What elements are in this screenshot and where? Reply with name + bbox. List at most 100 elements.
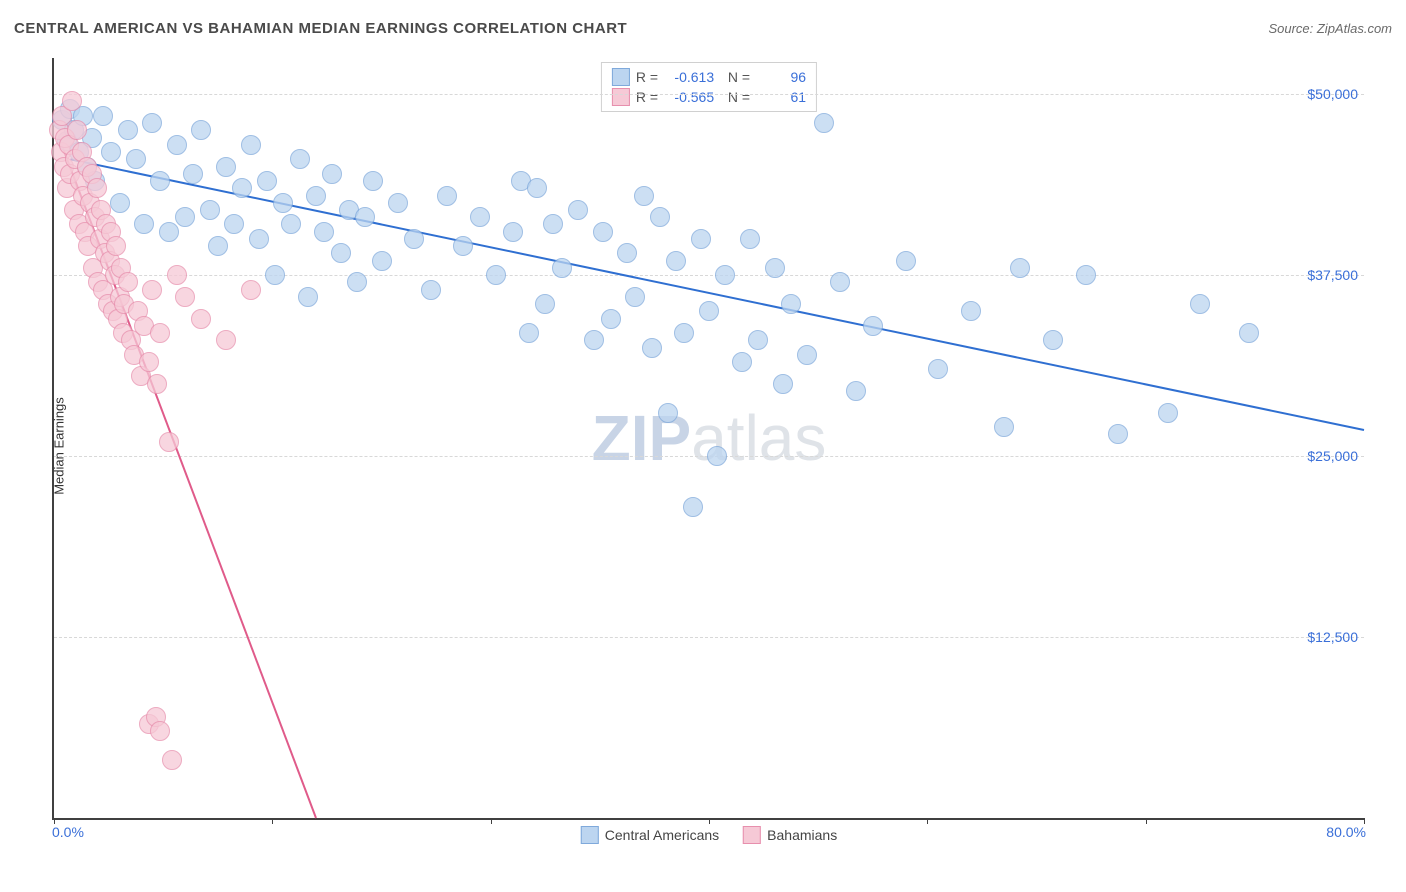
data-point — [535, 294, 555, 314]
data-point — [322, 164, 342, 184]
x-tick — [54, 818, 55, 824]
data-point — [139, 352, 159, 372]
data-point — [846, 381, 866, 401]
data-point — [715, 265, 735, 285]
x-tick — [491, 818, 492, 824]
data-point — [306, 186, 326, 206]
data-point — [224, 214, 244, 234]
data-point — [765, 258, 785, 278]
data-point — [617, 243, 637, 263]
data-point — [1239, 323, 1259, 343]
data-point — [87, 178, 107, 198]
data-point — [470, 207, 490, 227]
data-point — [797, 345, 817, 365]
data-point — [265, 265, 285, 285]
data-point — [167, 265, 187, 285]
data-point — [200, 200, 220, 220]
data-point — [421, 280, 441, 300]
data-point — [503, 222, 523, 242]
data-point — [191, 309, 211, 329]
data-point — [666, 251, 686, 271]
data-point — [281, 214, 301, 234]
data-point — [208, 236, 228, 256]
data-point — [601, 309, 621, 329]
data-point — [683, 497, 703, 517]
data-point — [1010, 258, 1030, 278]
data-point — [134, 214, 154, 234]
data-point — [142, 280, 162, 300]
x-axis-end-label: 80.0% — [1326, 824, 1366, 840]
data-point — [1043, 330, 1063, 350]
series-legend: Central AmericansBahamians — [581, 826, 837, 844]
data-point — [519, 323, 539, 343]
data-point — [527, 178, 547, 198]
data-point — [67, 120, 87, 140]
data-point — [101, 142, 121, 162]
data-point — [150, 171, 170, 191]
chart-title: CENTRAL AMERICAN VS BAHAMIAN MEDIAN EARN… — [14, 20, 627, 37]
data-point — [1158, 403, 1178, 423]
data-point — [150, 721, 170, 741]
x-tick — [927, 818, 928, 824]
data-point — [273, 193, 293, 213]
data-point — [93, 106, 113, 126]
x-axis-start-label: 0.0% — [52, 824, 84, 840]
x-tick — [272, 818, 273, 824]
x-tick — [1364, 818, 1365, 824]
data-point — [159, 432, 179, 452]
data-point — [167, 135, 187, 155]
data-point — [232, 178, 252, 198]
data-point — [961, 301, 981, 321]
data-point — [748, 330, 768, 350]
x-tick — [1146, 818, 1147, 824]
data-point — [650, 207, 670, 227]
legend-swatch — [581, 826, 599, 844]
data-point — [126, 149, 146, 169]
data-point — [552, 258, 572, 278]
data-point — [183, 164, 203, 184]
data-point — [290, 149, 310, 169]
data-point — [355, 207, 375, 227]
data-point — [781, 294, 801, 314]
data-point — [347, 272, 367, 292]
data-point — [707, 446, 727, 466]
data-point — [241, 135, 261, 155]
source-label: Source: ZipAtlas.com — [1268, 21, 1392, 36]
data-point — [241, 280, 261, 300]
data-point — [150, 323, 170, 343]
data-point — [175, 207, 195, 227]
data-point — [1190, 294, 1210, 314]
data-point — [142, 113, 162, 133]
data-point — [634, 186, 654, 206]
data-point — [863, 316, 883, 336]
data-point — [928, 359, 948, 379]
data-point — [175, 287, 195, 307]
data-point — [658, 403, 678, 423]
data-point — [363, 171, 383, 191]
x-tick — [709, 818, 710, 824]
data-point — [314, 222, 334, 242]
legend-swatch — [743, 826, 761, 844]
data-point — [216, 330, 236, 350]
data-point — [118, 120, 138, 140]
data-point — [62, 91, 82, 111]
data-point — [331, 243, 351, 263]
data-point — [830, 272, 850, 292]
data-point — [732, 352, 752, 372]
data-point — [699, 301, 719, 321]
data-point — [437, 186, 457, 206]
data-point — [994, 417, 1014, 437]
legend-item: Central Americans — [581, 826, 719, 844]
data-point — [162, 750, 182, 770]
data-point — [486, 265, 506, 285]
data-point — [257, 171, 277, 191]
data-point — [568, 200, 588, 220]
data-point — [642, 338, 662, 358]
data-point — [388, 193, 408, 213]
data-point — [147, 374, 167, 394]
data-point — [106, 236, 126, 256]
data-point — [691, 229, 711, 249]
data-point — [298, 287, 318, 307]
data-point — [593, 222, 613, 242]
data-point — [159, 222, 179, 242]
